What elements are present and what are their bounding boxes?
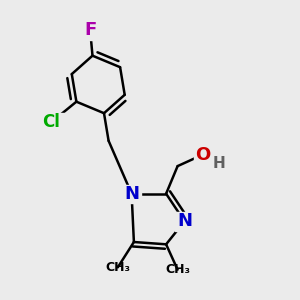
Text: O: O — [195, 146, 211, 164]
Text: N: N — [124, 185, 139, 203]
Bar — [212, 157, 226, 171]
Bar — [122, 184, 141, 203]
Bar — [194, 146, 212, 164]
Bar — [82, 21, 98, 40]
Bar — [37, 113, 65, 132]
Text: H: H — [213, 156, 225, 171]
Text: N: N — [177, 212, 192, 230]
Text: Cl: Cl — [42, 113, 60, 131]
Text: CH₃: CH₃ — [165, 263, 190, 276]
Text: CH₃: CH₃ — [105, 261, 130, 274]
Bar — [175, 212, 194, 230]
Text: F: F — [84, 21, 96, 39]
